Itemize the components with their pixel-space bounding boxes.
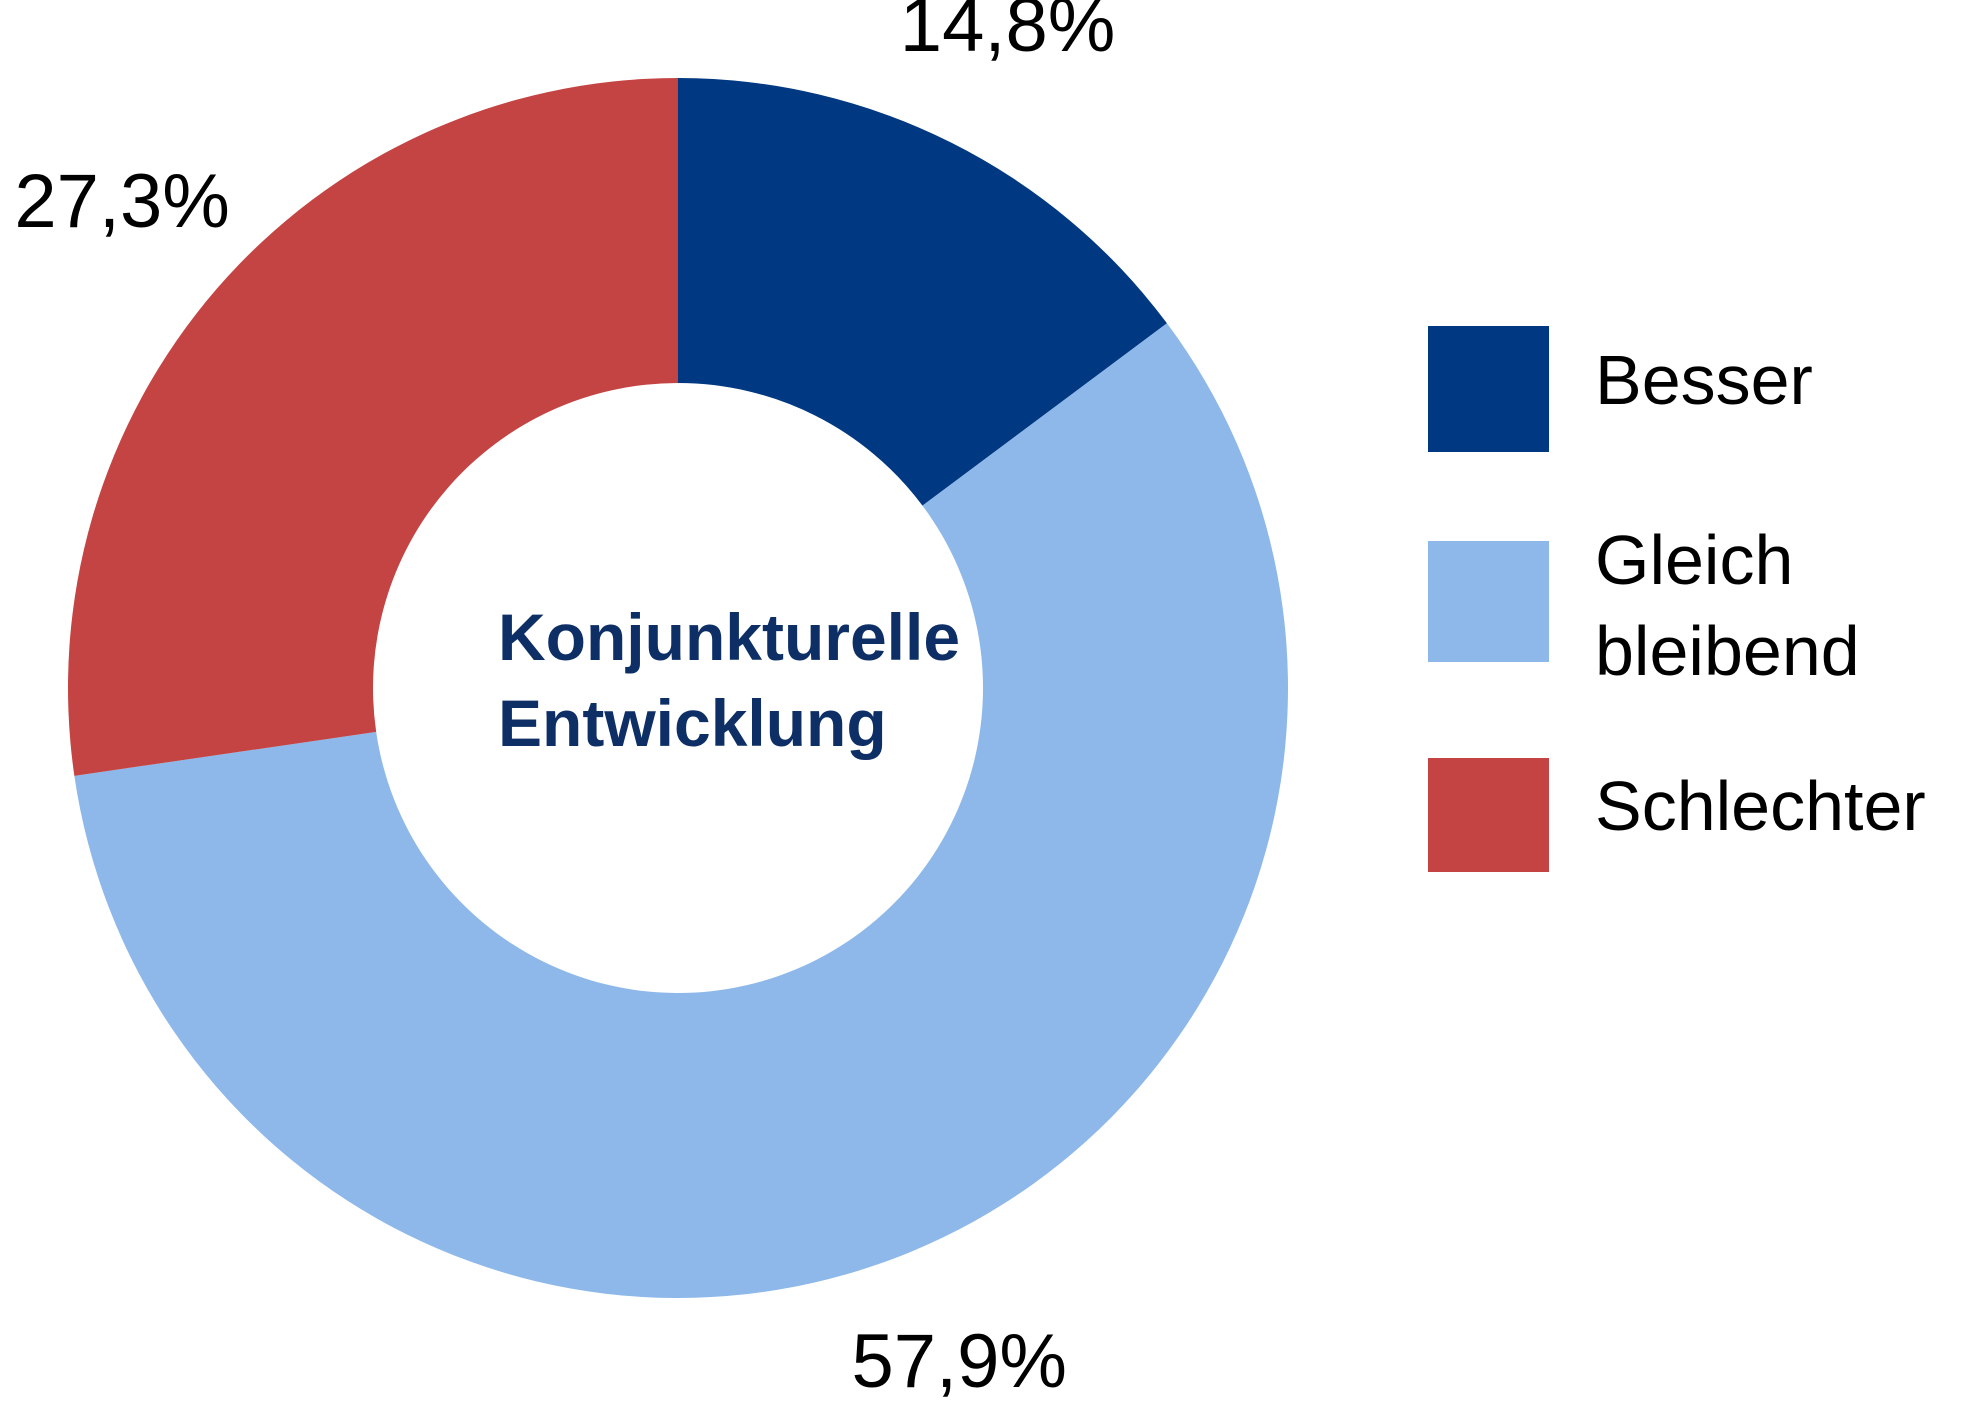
legend-swatch <box>1428 541 1549 662</box>
legend-label: Gleich bleibend <box>1595 521 1860 690</box>
chart-title: Konjunkturelle Entwicklung <box>498 600 961 760</box>
value-label: 27,3% <box>14 159 230 244</box>
legend-swatch <box>1428 326 1549 452</box>
legend-label: Schlechter <box>1595 767 1926 845</box>
value-label: 57,9% <box>852 1319 1068 1404</box>
value-label: 14,8% <box>900 0 1116 68</box>
legend-swatch <box>1428 758 1549 872</box>
legend-label: Besser <box>1595 341 1813 419</box>
slice <box>74 323 1289 1298</box>
slice <box>678 78 1167 506</box>
slice <box>68 78 678 776</box>
